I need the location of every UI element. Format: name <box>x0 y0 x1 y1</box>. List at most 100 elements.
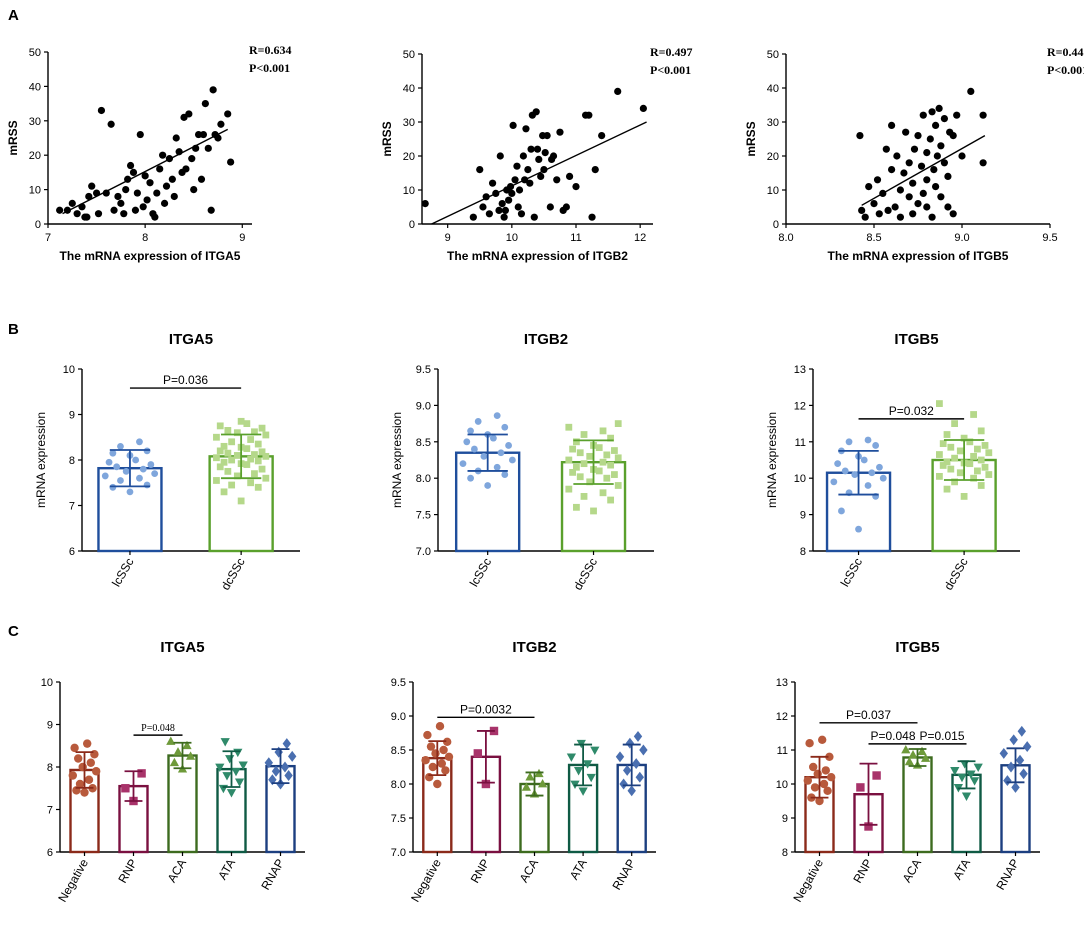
scatter-point <box>537 172 545 180</box>
scatter-point <box>893 152 901 160</box>
scatter-point <box>856 132 864 140</box>
x-tick-label: Negative <box>790 856 826 904</box>
data-point <box>437 759 446 768</box>
data-point <box>169 757 180 767</box>
data-point <box>247 436 255 443</box>
data-point <box>220 442 228 450</box>
scatter-point <box>572 183 580 191</box>
y-tick-label: 30 <box>767 117 779 129</box>
y-tick-label: 40 <box>767 83 779 95</box>
data-point <box>825 752 834 761</box>
y-tick-label: 50 <box>767 49 779 61</box>
scatter-point <box>910 145 919 153</box>
data-point <box>525 772 535 781</box>
scatter-point <box>514 203 522 211</box>
scatter-point <box>207 206 215 214</box>
data-point <box>860 456 868 464</box>
data-point <box>566 753 577 762</box>
data-point <box>505 442 512 449</box>
data-point <box>603 451 611 459</box>
data-point <box>1023 741 1032 753</box>
data-point <box>580 460 588 468</box>
scatter-point <box>496 152 504 160</box>
y-tick-label: 30 <box>403 117 415 129</box>
data-point <box>573 438 580 446</box>
data-point <box>288 750 297 762</box>
data-point <box>122 467 130 475</box>
data-point <box>635 771 644 783</box>
data-point <box>1011 781 1020 793</box>
scatter-point <box>476 166 484 174</box>
scatter-point <box>492 189 500 197</box>
data-point <box>985 449 993 457</box>
data-point <box>213 454 220 462</box>
bar-chart-4: ITGA5 6 7 8 9 10 Negative RNP ACA ATA RNAP P=0.048 <box>41 639 305 905</box>
data-point <box>117 477 124 484</box>
scatter-point <box>122 186 130 194</box>
y-tick-label: 8 <box>69 455 75 467</box>
data-point <box>999 747 1008 759</box>
data-point <box>78 762 87 772</box>
data-point <box>92 767 101 776</box>
significance-label: P=0.037 <box>846 708 891 722</box>
data-point <box>233 452 241 459</box>
x-tick-label: Negative <box>408 856 444 904</box>
data-point <box>143 447 151 455</box>
data-point <box>876 463 883 471</box>
bar-chart-2: ITGB2 7.0 7.5 8.0 8.5 9.0 9.5 mRNA expression lc… <box>390 331 654 593</box>
scatter-point <box>126 161 135 170</box>
scatter-point <box>102 189 110 197</box>
data-point <box>961 792 972 801</box>
scatter-point <box>937 193 945 201</box>
scatter-point <box>214 134 222 142</box>
data-point <box>578 787 588 796</box>
y-tick-label: 6 <box>69 546 75 558</box>
data-point <box>904 756 915 766</box>
scatter-point <box>94 210 103 218</box>
data-point <box>484 482 492 489</box>
data-point <box>501 471 509 478</box>
scatter-point <box>530 213 538 221</box>
bar <box>519 782 550 854</box>
scatter-point <box>917 162 926 170</box>
scatter-point <box>88 182 96 190</box>
data-point <box>84 775 94 784</box>
x-axis-label: The mRNA expression of ITGB5 <box>828 249 1009 263</box>
data-point <box>951 420 959 427</box>
data-point <box>611 447 618 454</box>
y-tick-label: 8.0 <box>416 473 431 485</box>
scatter-point <box>153 189 161 197</box>
data-point <box>75 779 85 789</box>
x-tick-label: ACA <box>517 857 541 885</box>
scatter-point <box>143 196 151 204</box>
data-point <box>939 440 947 448</box>
data-point <box>586 773 596 783</box>
x-tick-label: dcSSc <box>571 556 600 593</box>
significance-label: P=0.015 <box>919 729 964 743</box>
scatter-point <box>217 120 225 128</box>
scatter-point <box>932 121 940 129</box>
scatter-point <box>172 134 180 142</box>
chart-title: ITGB2 <box>512 639 556 656</box>
y-axis-label: mRSS <box>6 120 20 155</box>
chart-title: ITGB5 <box>895 639 939 656</box>
data-point <box>216 447 224 455</box>
scatter-point <box>533 145 542 153</box>
y-tick-label: 10 <box>767 185 779 197</box>
scatter-point <box>905 159 913 167</box>
data-point <box>213 477 220 484</box>
x-axis-label: The mRNA expression of ITGA5 <box>60 249 241 263</box>
data-point <box>956 447 964 455</box>
data-point <box>234 778 245 787</box>
data-point <box>70 743 79 753</box>
data-point <box>262 474 270 482</box>
scatter-point <box>120 210 128 218</box>
x-tick-label: RNAP <box>993 857 1022 893</box>
scatter-point <box>896 213 905 221</box>
data-point <box>254 457 262 465</box>
data-point <box>271 765 281 777</box>
chart-title: ITGA5 <box>169 331 213 348</box>
scatter-point <box>923 203 931 211</box>
data-point <box>105 458 113 466</box>
data-point <box>908 750 918 759</box>
